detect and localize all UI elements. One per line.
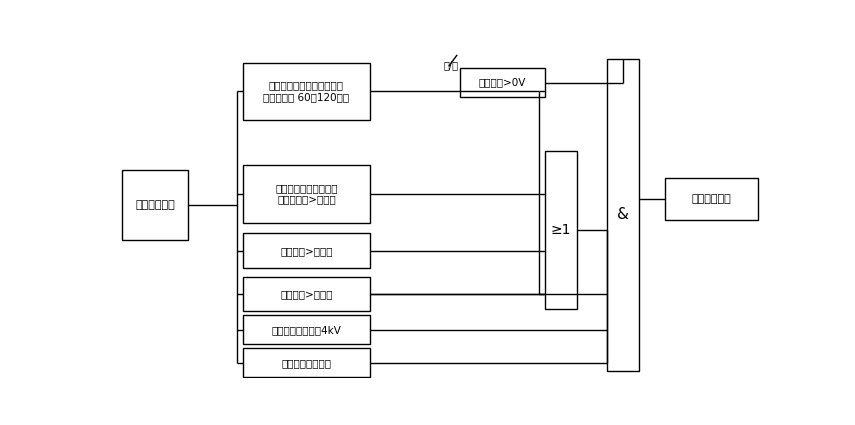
Text: 两相电压升高与一相电
压降低比例>设定值: 两相电压升高与一相电 压降低比例>设定值 <box>275 183 338 204</box>
Text: 线路发生接地: 线路发生接地 <box>135 200 175 210</box>
Text: 投/退: 投/退 <box>444 60 459 70</box>
Text: &: & <box>617 207 629 222</box>
Text: 零序电压>设定值: 零序电压>设定值 <box>280 246 333 256</box>
Bar <box>243 165 370 223</box>
Bar <box>243 277 370 311</box>
Bar <box>243 233 370 268</box>
Text: 至少两相电压大于4kV: 至少两相电压大于4kV <box>272 325 341 335</box>
Text: 启动接地告警: 启动接地告警 <box>692 194 731 204</box>
Bar <box>545 151 577 309</box>
Bar <box>243 62 370 120</box>
Bar <box>459 68 545 97</box>
Bar <box>122 170 188 240</box>
Bar <box>243 315 370 344</box>
Bar <box>243 348 370 377</box>
Text: ≥1: ≥1 <box>551 223 571 237</box>
Text: 故障电流方向（零序电压超
前零序电流 60至120度）: 故障电流方向（零序电压超 前零序电流 60至120度） <box>263 81 350 102</box>
Text: 接地告警使能开启: 接地告警使能开启 <box>281 358 332 368</box>
Text: 零序电压>0V: 零序电压>0V <box>479 78 526 88</box>
Text: 零序电流>设定值: 零序电流>设定值 <box>280 289 333 299</box>
Bar <box>665 178 758 221</box>
Bar <box>607 59 640 371</box>
